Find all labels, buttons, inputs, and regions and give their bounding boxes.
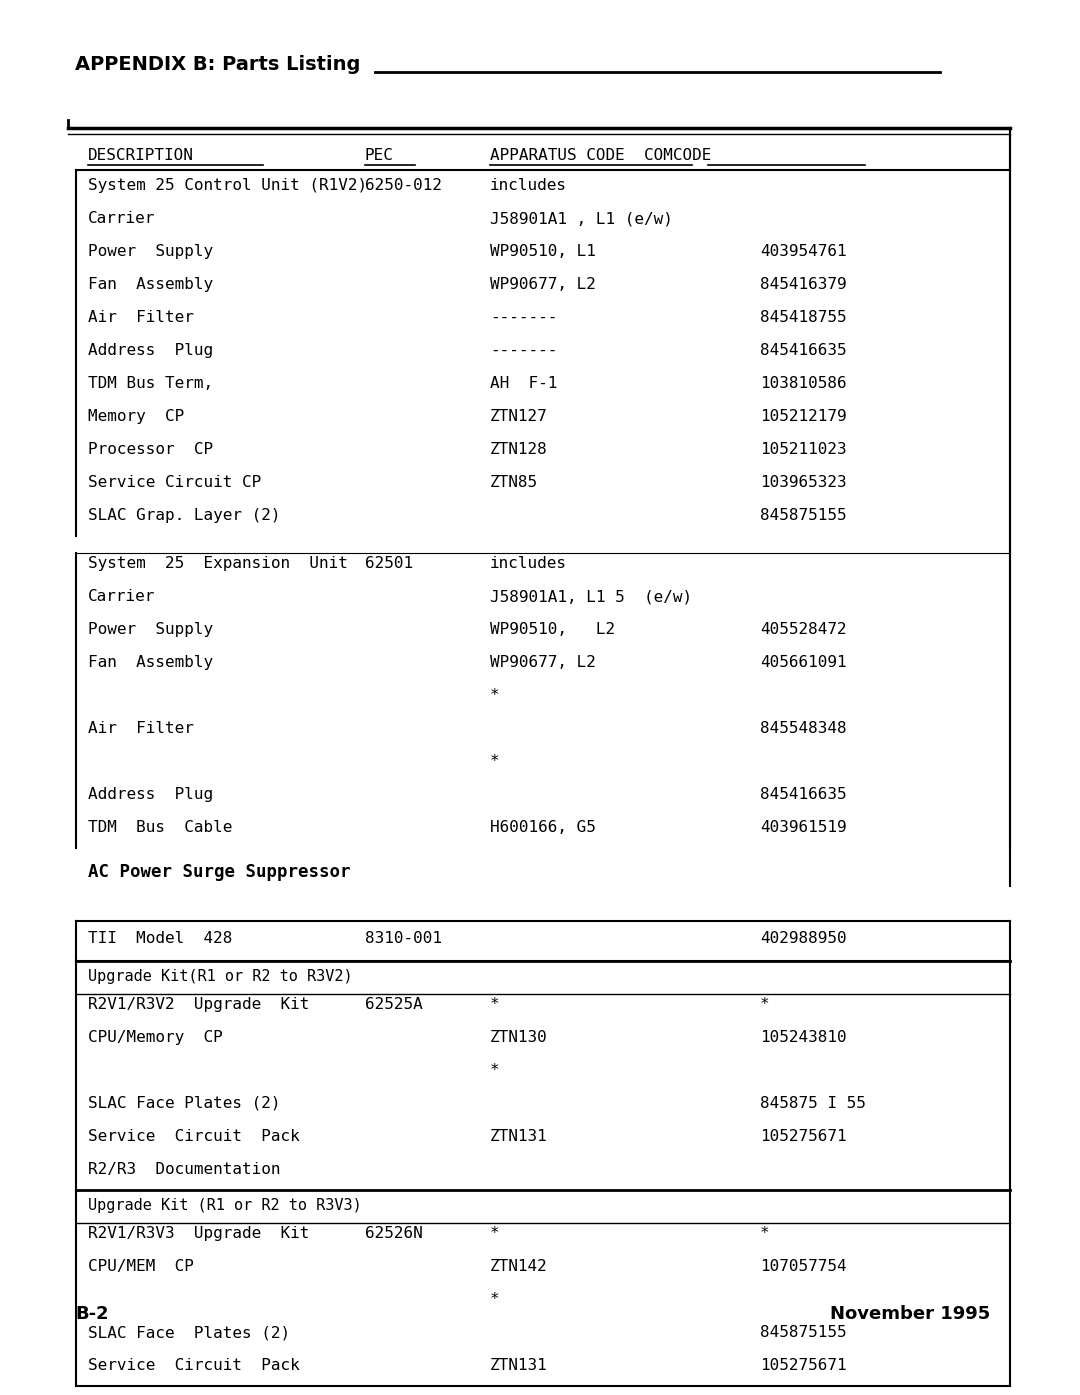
Text: AH  F-1: AH F-1	[490, 377, 557, 391]
Text: System 25 Control Unit (R1V2): System 25 Control Unit (R1V2)	[87, 179, 367, 193]
Text: Service  Circuit  Pack: Service Circuit Pack	[87, 1357, 300, 1373]
Text: R2/R3  Documentation: R2/R3 Documentation	[87, 1162, 281, 1177]
Text: Upgrade Kit (R1 or R2 to R3V3): Upgrade Kit (R1 or R2 to R3V3)	[87, 1198, 362, 1214]
Text: 62501: 62501	[365, 557, 414, 571]
Text: 845875 I 55: 845875 I 55	[760, 1096, 866, 1110]
Text: WP90677, L2: WP90677, L2	[490, 656, 596, 670]
Text: PEC: PEC	[365, 148, 394, 163]
Text: 845418755: 845418755	[760, 310, 847, 325]
Text: 405661091: 405661091	[760, 656, 847, 670]
Text: 105275671: 105275671	[760, 1129, 847, 1144]
Text: Power  Supply: Power Supply	[87, 622, 213, 638]
Text: Address  Plug: Address Plug	[87, 343, 213, 359]
Text: 845416635: 845416635	[760, 343, 847, 359]
Text: 403961519: 403961519	[760, 820, 847, 836]
Text: ZTN85: ZTN85	[490, 476, 538, 490]
Text: SLAC Face  Plates (2): SLAC Face Plates (2)	[87, 1325, 291, 1341]
Text: Address  Plug: Address Plug	[87, 787, 213, 802]
Text: H600166, G5: H600166, G5	[490, 820, 596, 836]
Text: APPARATUS CODE  COMCODE: APPARATUS CODE COMCODE	[490, 148, 712, 163]
Text: CPU/Memory  CP: CPU/Memory CP	[87, 1030, 222, 1045]
Text: CPU/MEM  CP: CPU/MEM CP	[87, 1260, 194, 1274]
Text: WP90510,   L2: WP90510, L2	[490, 622, 616, 638]
Text: 105212179: 105212179	[760, 409, 847, 424]
Text: 405528472: 405528472	[760, 622, 847, 638]
Text: Power  Supply: Power Supply	[87, 244, 213, 259]
Text: 105211023: 105211023	[760, 442, 847, 458]
Text: ZTN131: ZTN131	[490, 1357, 548, 1373]
Text: November 1995: November 1995	[831, 1304, 990, 1322]
Text: *: *	[490, 1063, 500, 1078]
Text: J58901A1, L1 5  (e/w): J58901A1, L1 5 (e/w)	[490, 589, 692, 604]
Text: APPENDIX B: Parts Listing: APPENDIX B: Parts Listing	[75, 54, 361, 74]
Text: ZTN130: ZTN130	[490, 1030, 548, 1045]
Text: System  25  Expansion  Unit: System 25 Expansion Unit	[87, 557, 348, 571]
Text: B-2: B-2	[75, 1304, 109, 1322]
Text: Service Circuit CP: Service Circuit CP	[87, 476, 261, 490]
Text: ZTN127: ZTN127	[490, 409, 548, 424]
Text: Carrier: Carrier	[87, 211, 156, 226]
Text: Carrier: Carrier	[87, 589, 156, 604]
Text: *: *	[490, 1292, 500, 1307]
Text: TDM  Bus  Cable: TDM Bus Cable	[87, 820, 232, 836]
Text: Fan  Assembly: Fan Assembly	[87, 278, 213, 292]
Text: -------: -------	[490, 343, 557, 359]
Text: 403954761: 403954761	[760, 244, 847, 259]
Text: Memory  CP: Memory CP	[87, 409, 185, 424]
Text: 6250-012: 6250-012	[365, 179, 442, 193]
Text: 845875155: 845875155	[760, 1325, 847, 1341]
Text: 105275671: 105275671	[760, 1357, 847, 1373]
Text: TDM Bus Term,: TDM Bus Term,	[87, 377, 213, 391]
Text: 845548348: 845548348	[760, 721, 847, 737]
Text: *: *	[760, 1226, 770, 1242]
Text: 103965323: 103965323	[760, 476, 847, 490]
Text: TII  Model  428: TII Model 428	[87, 930, 232, 946]
Text: *: *	[490, 1226, 500, 1242]
Text: ZTN128: ZTN128	[490, 442, 548, 458]
Text: *: *	[760, 997, 770, 1011]
Text: Air  Filter: Air Filter	[87, 721, 194, 737]
Text: *: *	[490, 755, 500, 769]
Text: includes: includes	[490, 557, 567, 571]
Text: Upgrade Kit(R1 or R2 to R3V2): Upgrade Kit(R1 or R2 to R3V2)	[87, 970, 353, 983]
Text: Processor  CP: Processor CP	[87, 442, 213, 458]
Text: ZTN131: ZTN131	[490, 1129, 548, 1144]
Text: Fan  Assembly: Fan Assembly	[87, 656, 213, 670]
Text: R2V1/R3V3  Upgrade  Kit: R2V1/R3V3 Upgrade Kit	[87, 1226, 309, 1242]
Text: 845416379: 845416379	[760, 278, 847, 292]
Text: SLAC Grap. Layer (2): SLAC Grap. Layer (2)	[87, 508, 281, 523]
Text: 8310-001: 8310-001	[365, 930, 442, 946]
Text: 62526N: 62526N	[365, 1226, 422, 1242]
Text: Air  Filter: Air Filter	[87, 310, 194, 325]
Text: -------: -------	[490, 310, 557, 325]
Text: WP90510, L1: WP90510, L1	[490, 244, 596, 259]
Text: 845875155: 845875155	[760, 508, 847, 523]
Text: *: *	[490, 997, 500, 1011]
Text: Service  Circuit  Pack: Service Circuit Pack	[87, 1129, 300, 1144]
Text: WP90677, L2: WP90677, L2	[490, 278, 596, 292]
Text: 103810586: 103810586	[760, 377, 847, 391]
Text: 402988950: 402988950	[760, 930, 847, 946]
Text: 62525A: 62525A	[365, 997, 422, 1011]
Text: R2V1/R3V2  Upgrade  Kit: R2V1/R3V2 Upgrade Kit	[87, 997, 309, 1011]
Text: ZTN142: ZTN142	[490, 1260, 548, 1274]
Text: *: *	[490, 688, 500, 703]
Text: J58901A1 , L1 (e/w): J58901A1 , L1 (e/w)	[490, 211, 673, 226]
Text: AC Power Surge Suppressor: AC Power Surge Suppressor	[87, 864, 351, 882]
Text: 845416635: 845416635	[760, 787, 847, 802]
Text: includes: includes	[490, 179, 567, 193]
Text: SLAC Face Plates (2): SLAC Face Plates (2)	[87, 1096, 281, 1110]
Text: 105243810: 105243810	[760, 1030, 847, 1045]
Text: DESCRIPTION: DESCRIPTION	[87, 148, 194, 163]
Text: 107057754: 107057754	[760, 1260, 847, 1274]
